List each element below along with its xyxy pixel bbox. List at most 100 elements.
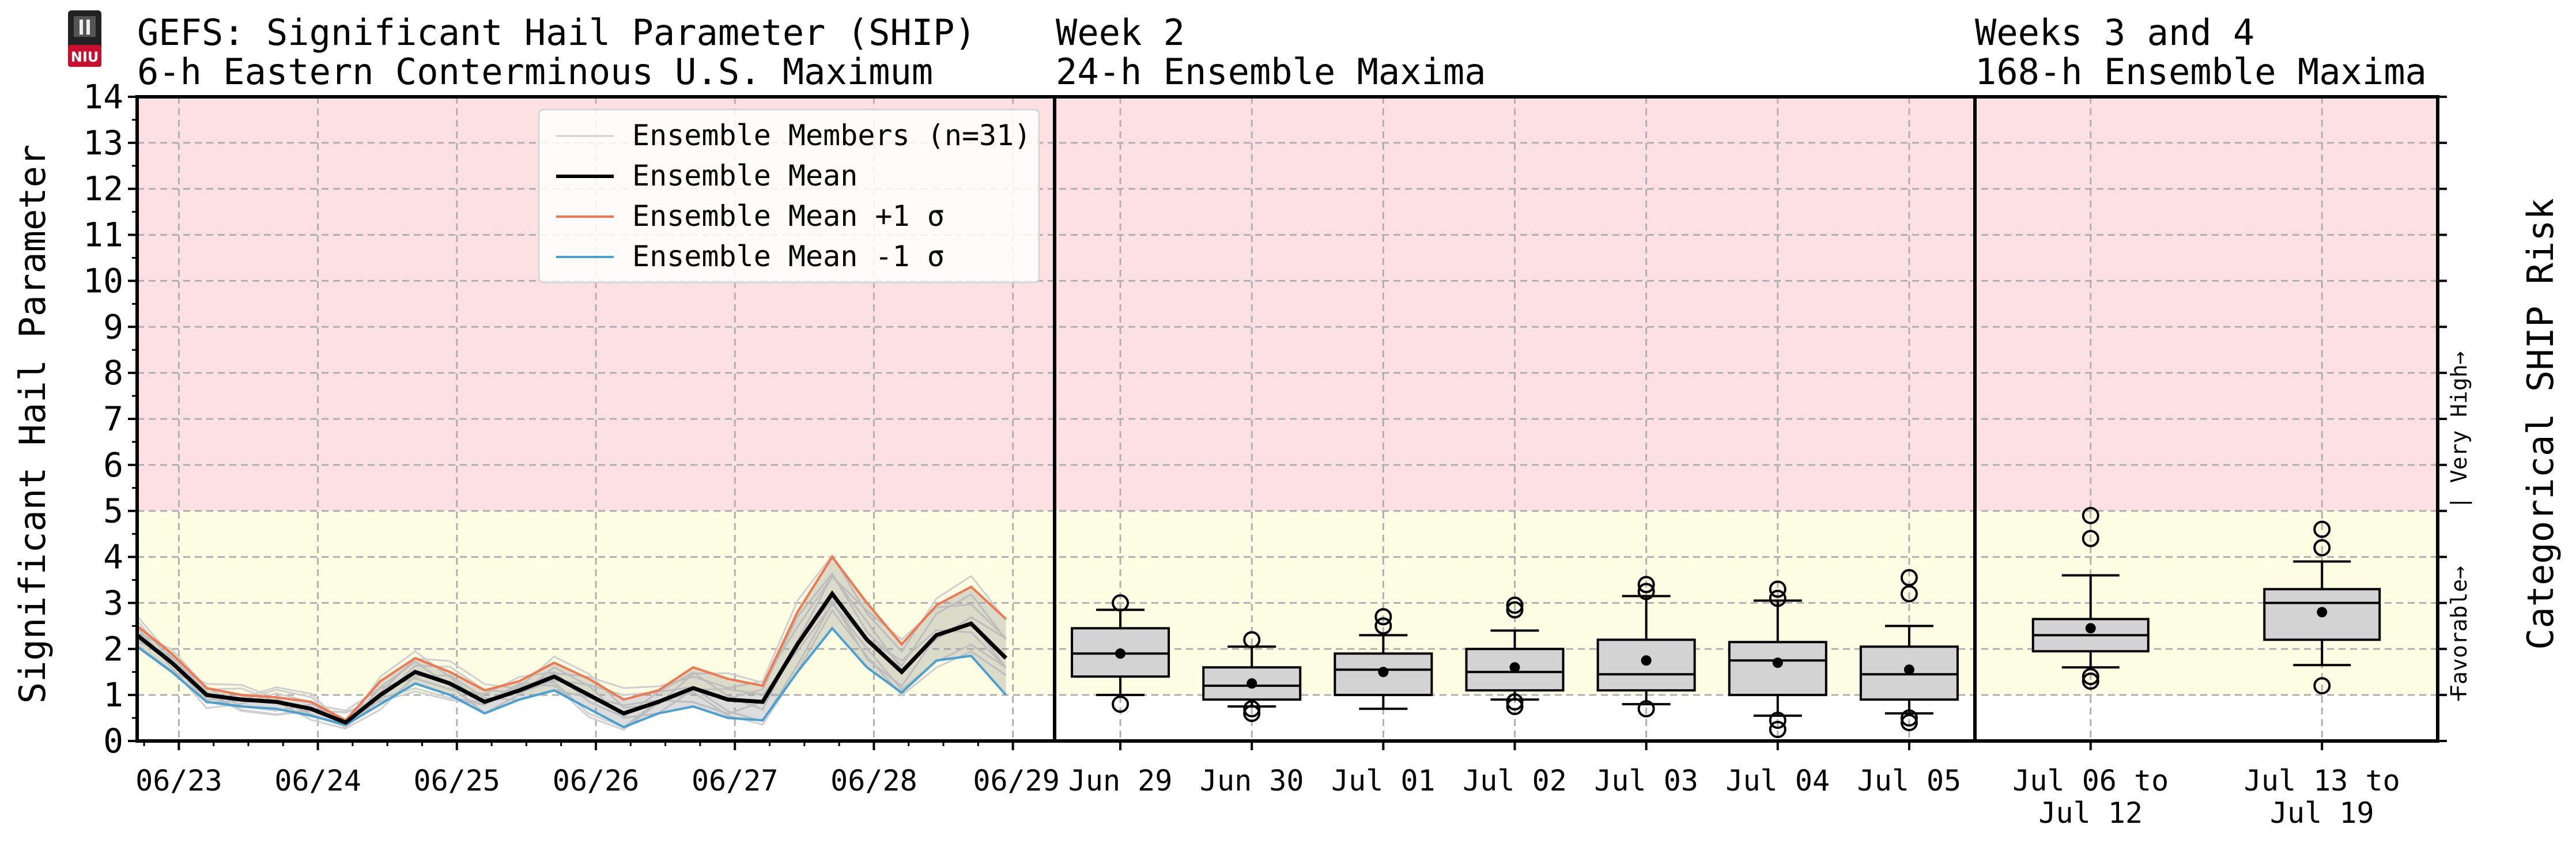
svg-text:NIU: NIU: [71, 49, 99, 65]
risk-label-very-high: | Very High→: [2446, 351, 2472, 509]
box-iqr: [1728, 641, 1827, 697]
box-outlier-point: [1112, 594, 1130, 612]
panel3-title-line2: 168-h Ensemble Maxima: [1975, 51, 2427, 93]
risk-label-favorable: Favorable→: [2446, 566, 2472, 698]
niu-logo-icon: NIU: [68, 10, 101, 67]
box-mean-point: [2085, 623, 2096, 634]
x-tick-label: Jun 30: [1200, 764, 1304, 797]
ensemble-member-line: [136, 554, 1007, 727]
box-outlier-point: [2082, 530, 2099, 547]
x-tick-label: 06/26: [553, 764, 640, 797]
box-outlier-point: [1506, 693, 1524, 711]
y-tick-label: 11: [83, 215, 123, 255]
x-tick-label: Jul 04: [1725, 764, 1830, 797]
legend-item-label: Ensemble Members (n=31): [632, 119, 1031, 152]
box-outlier-point: [1112, 695, 1130, 713]
box-outlier-point: [1506, 596, 1524, 614]
x-tick-label: Jul 19: [2270, 796, 2374, 830]
box-outlier-point: [2082, 668, 2099, 686]
x-tick-label: Jul 12: [2038, 796, 2143, 830]
box-outlier-point: [1637, 583, 1655, 600]
legend-item-label: Ensemble Mean: [632, 159, 858, 192]
box-outlier-point: [2313, 520, 2331, 538]
y-tick-label: 5: [103, 491, 123, 531]
x-tick-label: Jul 03: [1594, 764, 1698, 797]
box-mean-point: [1115, 648, 1126, 659]
legend-box: [538, 108, 1040, 283]
box-outlier-point: [1637, 700, 1655, 718]
y-tick-label: 6: [103, 445, 123, 485]
box-outlier-point: [1900, 714, 1918, 732]
legend-item-label: Ensemble Mean -1 σ: [632, 240, 945, 273]
x-tick-label: Jul 05: [1857, 764, 1962, 797]
x-tick-label: Jun 29: [1068, 764, 1173, 797]
series-mean-line: [135, 590, 1008, 725]
box-outlier-point: [1374, 617, 1392, 635]
ensemble-member-line: [136, 572, 1007, 728]
right-axis-label: Categorical SHIP Risk: [2520, 198, 2562, 650]
box-outlier-point: [1243, 705, 1261, 723]
box-outlier-point: [2313, 677, 2331, 695]
y-tick-label: 14: [83, 77, 123, 116]
sigma-spread-area: [137, 557, 1006, 728]
panel2-title-line2: 24-h Ensemble Maxima: [1056, 51, 1486, 93]
x-tick-label: 06/27: [692, 764, 779, 797]
x-tick-label: Jul 01: [1331, 764, 1436, 797]
x-tick-label: 06/23: [135, 764, 222, 797]
y-tick-label: 1: [103, 675, 123, 714]
x-tick-label: 06/28: [830, 764, 917, 797]
panel1-title-line1: GEFS: Significant Hail Parameter (SHIP): [137, 12, 976, 54]
panel3-frame: [1973, 95, 2439, 743]
box-outlier-point: [1769, 712, 1786, 729]
box-outlier-point: [2082, 672, 2099, 690]
y-tick-label: 7: [103, 399, 123, 438]
y-tick-label: 13: [83, 123, 123, 162]
box-mean-point: [1903, 664, 1914, 675]
box-outlier-point: [1243, 631, 1261, 649]
box-outlier-point: [1374, 608, 1392, 626]
legend-item-label: Ensemble Mean +1 σ: [632, 199, 945, 233]
panel3-title-line1: Weeks 3 and 4: [1975, 12, 2254, 54]
series-minus-sigma-line: [136, 626, 1007, 729]
y-tick-label: 8: [103, 353, 123, 392]
box-outlier-point: [1243, 700, 1261, 718]
y-tick-label: 12: [83, 169, 123, 209]
y-axis-label: Significant Hail Parameter: [12, 145, 54, 704]
y-tick-label: 4: [103, 538, 123, 577]
x-tick-label: 06/25: [414, 764, 501, 797]
box-outlier-point: [1506, 601, 1524, 619]
y-tick-label: 2: [103, 629, 123, 668]
panel2-title-line1: Week 2: [1056, 12, 1185, 54]
box-mean-point: [1641, 655, 1652, 666]
box-mean-point: [2317, 607, 2328, 618]
box-mean-point: [1509, 662, 1520, 673]
box-mean-point: [1378, 667, 1389, 678]
very-high-risk-band: [137, 97, 2438, 511]
box-mean-point: [1247, 678, 1257, 689]
x-tick-label: 06/24: [274, 764, 361, 797]
box-mean-point: [1772, 657, 1783, 668]
box-outlier-point: [1506, 698, 1524, 716]
series-plus-sigma-line: [136, 555, 1007, 722]
box-iqr: [1334, 652, 1433, 697]
box-outlier-point: [2082, 506, 2099, 524]
box-outlier-point: [1769, 721, 1786, 739]
panel1-title-line2: 6-h Eastern Conterminous U.S. Maximum: [137, 51, 933, 93]
y-tick-label: 0: [103, 721, 123, 761]
plot-area: 06/23 06/24 06/25 06/26 06/27 06/28 06/29 Jun 2…: [83, 77, 2472, 830]
y-tick-label: 10: [83, 261, 123, 300]
box-outlier-point: [2313, 539, 2331, 557]
box-outlier-point: [1769, 589, 1786, 607]
x-tick-label: Jul 13 to: [2244, 764, 2400, 797]
box-outlier-point: [1900, 709, 1918, 727]
box-outlier-point: [1769, 580, 1786, 598]
x-tick-label: 06/29: [973, 764, 1060, 797]
ensemble-member-line: [137, 608, 1007, 731]
x-tick-label: Jul 06 to: [2012, 764, 2169, 797]
box-outlier-point: [1900, 585, 1918, 603]
y-tick-label: 9: [103, 307, 123, 346]
box-outlier-point: [1637, 576, 1655, 593]
x-tick-label: Jul 02: [1463, 764, 1567, 797]
y-tick-label: 3: [103, 583, 123, 622]
